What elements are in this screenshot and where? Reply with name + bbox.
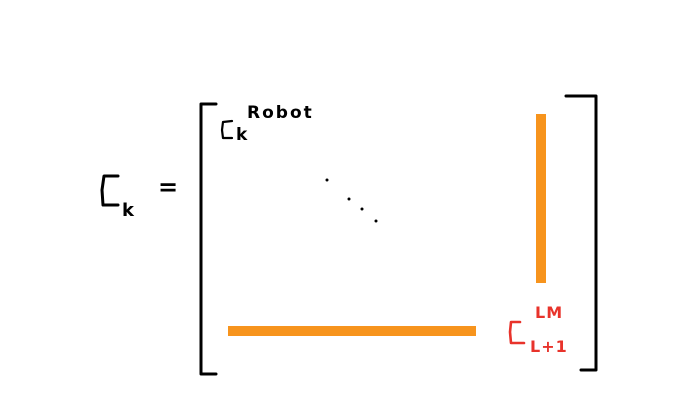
bottom-right-subscript: L+1 (530, 337, 568, 356)
lhs-term: k = (100, 173, 178, 221)
ellipsis-dot (325, 178, 329, 182)
diagonal-ellipsis (325, 178, 378, 223)
lhs-c-glyph (100, 174, 120, 207)
top-left-entry: k Robot (220, 103, 314, 145)
ellipsis-dot (374, 219, 378, 223)
lhs-subscript: k (122, 200, 135, 221)
bottom-right-c-glyph (508, 320, 526, 345)
top-left-subscript: k (236, 125, 248, 145)
top-left-c-glyph (220, 119, 234, 140)
equals-sign: = (158, 173, 178, 201)
left-bracket (199, 102, 218, 376)
ellipsis-dot (360, 207, 364, 211)
right-bracket (564, 94, 598, 372)
bottom-right-superscript: LM (535, 303, 563, 322)
last-column-bar (536, 114, 546, 283)
ellipsis-dot (347, 197, 351, 201)
bottom-right-entry: LM L+1 (508, 303, 568, 356)
last-row-bar (228, 326, 476, 336)
top-left-superscript: Robot (247, 103, 314, 123)
